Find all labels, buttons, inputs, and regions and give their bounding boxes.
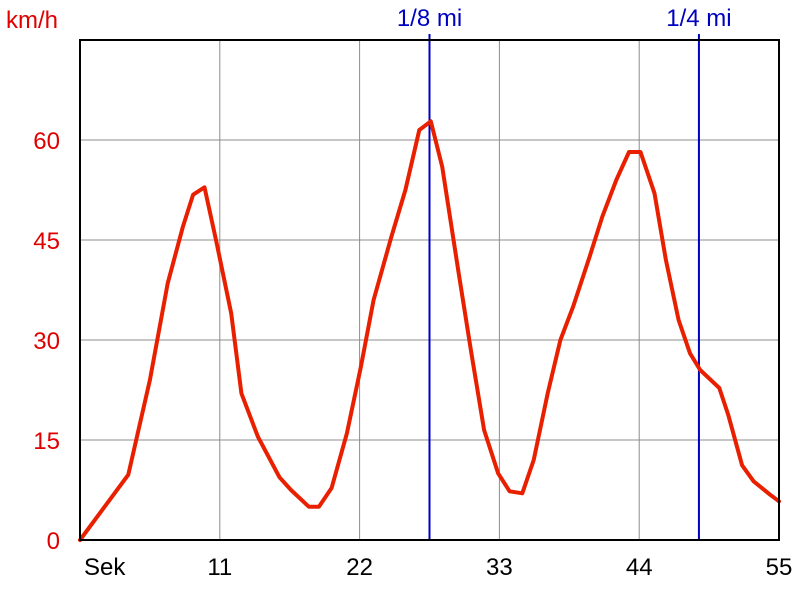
y-tick-labels: 0 15 30 45 60 <box>33 128 60 555</box>
speed-series-line <box>78 119 781 542</box>
y-tick-label: 0 <box>47 528 60 555</box>
distance-marker-label: 1/4 mi <box>666 5 731 32</box>
y-axis-unit-label: km/h <box>6 7 58 34</box>
series-layer <box>78 119 781 542</box>
y-tick-label: 60 <box>33 128 60 155</box>
x-axis-unit-label: Sek <box>84 554 126 581</box>
x-tick-label: 22 <box>346 554 373 581</box>
x-tick-label: 44 <box>626 554 653 581</box>
distance-marker-label: 1/8 mi <box>397 5 462 32</box>
y-tick-label: 45 <box>33 228 60 255</box>
x-tick-labels: 11 22 33 44 55 <box>207 554 792 581</box>
x-tick-label: 55 <box>766 554 793 581</box>
x-tick-label: 11 <box>207 554 232 581</box>
y-tick-label: 15 <box>33 428 60 455</box>
x-tick-label: 33 <box>486 554 513 581</box>
distance-markers: 1/8 mi 1/4 mi <box>397 5 732 540</box>
plot-frame <box>79 39 780 541</box>
y-tick-label: 30 <box>33 328 60 355</box>
